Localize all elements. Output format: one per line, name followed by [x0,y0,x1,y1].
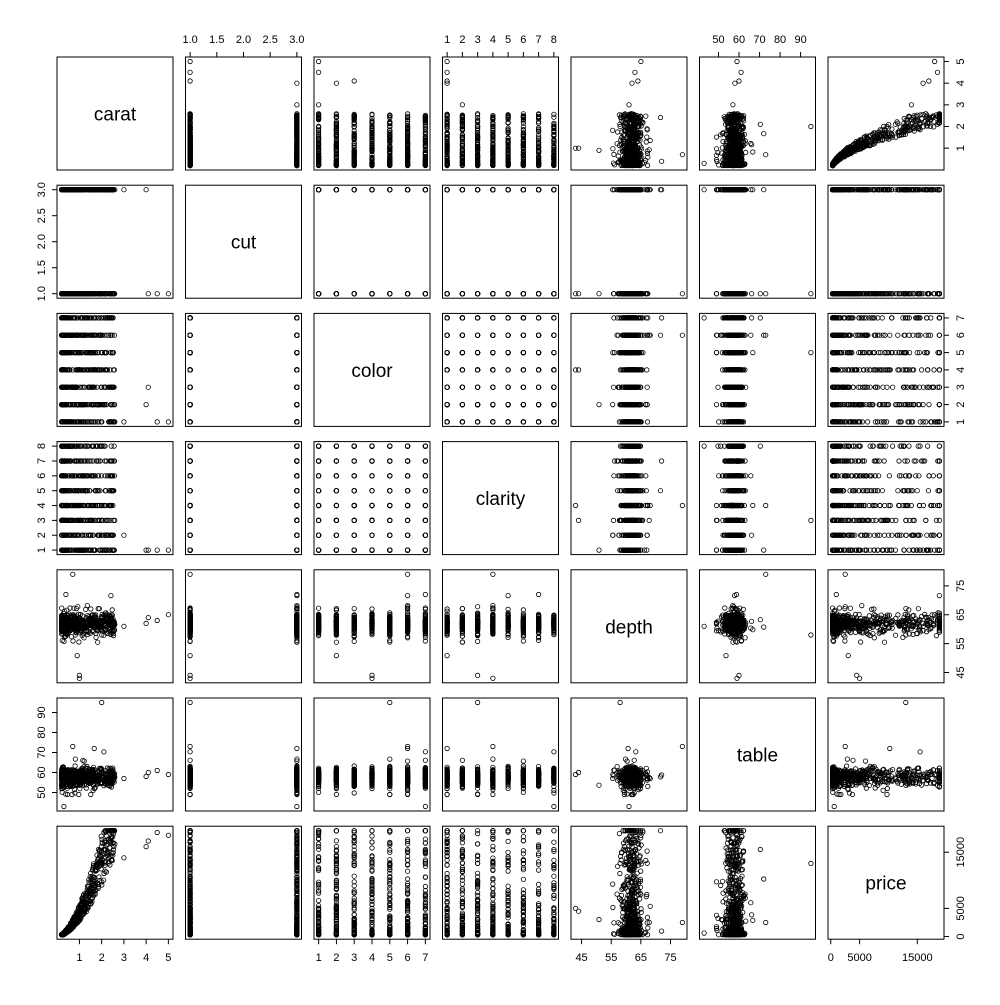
data-point [188,59,192,63]
panel-carat-vs-color [314,57,430,170]
data-point [749,141,753,145]
panel-carat-vs-clarity [443,57,559,170]
data-point [295,103,299,107]
data-point [615,130,619,134]
data-point [611,147,615,151]
data-point [758,122,762,126]
data-point [762,132,766,136]
data-point [188,79,192,83]
data-point [611,128,615,132]
panel-carat-vs-carat: carat [57,57,173,170]
panel-carat-vs-table [700,57,816,170]
data-point [597,148,601,152]
data-point [627,103,631,107]
data-point [680,153,684,157]
data-point [612,152,616,156]
data-point [630,81,634,85]
data-point [744,150,748,154]
data-point [576,146,580,150]
panel-carat-vs-depth [571,57,687,170]
data-point [714,135,718,139]
data-point [316,103,320,107]
data-point [735,59,739,63]
data-point [909,103,913,107]
panel-carat-vs-cut [186,57,302,170]
data-point [809,124,813,128]
data-point [751,150,755,154]
data-point [552,115,556,119]
data-point [935,70,939,74]
data-point [645,163,649,167]
panel-frame [186,57,302,170]
data-point [702,161,706,165]
data-point [764,153,768,157]
panel-cut-vs-carat [57,185,173,298]
data-point [927,79,931,83]
data-point [739,70,743,74]
data-point [445,59,449,63]
data-point [731,103,735,107]
data-point [932,59,936,63]
data-point [445,70,449,74]
data-point [733,81,737,85]
data-point [616,154,620,158]
data-point [737,79,741,83]
data-point [639,59,643,63]
data-point [921,125,925,129]
data-point [316,70,320,74]
data-point [633,70,637,74]
data-point [460,103,464,107]
data-point [644,114,648,118]
data-point [188,70,192,74]
panel-frame [57,185,173,298]
data-point [915,113,919,117]
data-point [334,81,338,85]
data-point [316,59,320,63]
panel-carat-vs-price [828,57,944,170]
variable-label-carat: carat [94,105,137,126]
data-point [648,138,652,142]
data-point [921,81,925,85]
data-point [658,115,662,119]
data-point [645,135,649,139]
data-point [295,81,299,85]
data-point [352,79,356,83]
data-point [636,79,640,83]
data-point [659,159,663,163]
